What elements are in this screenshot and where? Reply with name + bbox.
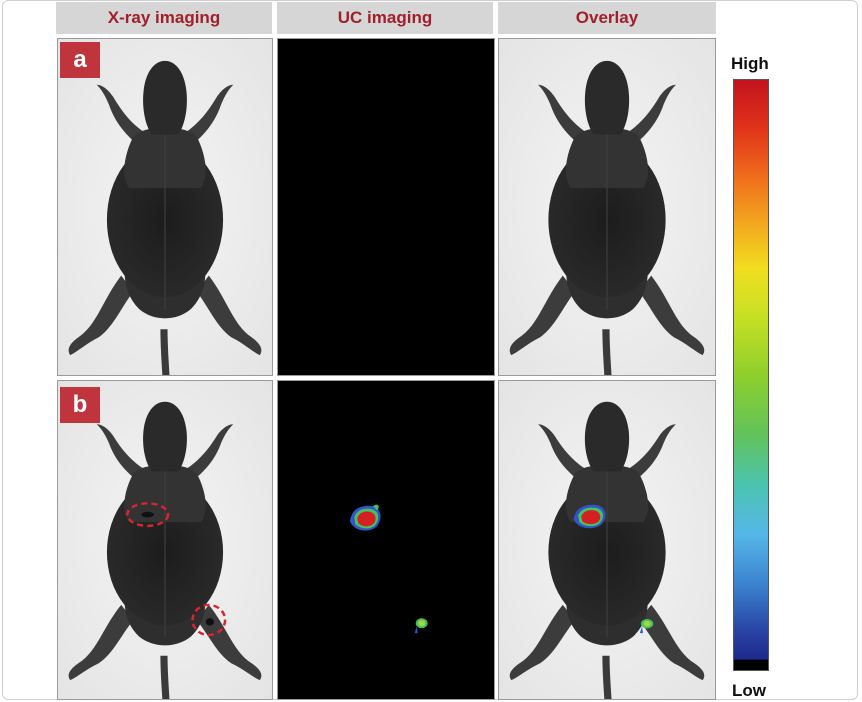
column-header-uc: UC imaging [277, 2, 493, 34]
tumor-marker-upper [126, 502, 170, 528]
uc-signal-lower [414, 618, 428, 634]
row-label-a: a [60, 42, 100, 78]
column-header-overlay: Overlay [498, 2, 716, 34]
uc-signal-upper [350, 504, 381, 531]
overlay-signal-upper [573, 504, 606, 529]
mouse-overlay-image [499, 39, 715, 375]
panel-a-xray [57, 38, 273, 376]
mouse-xray-image [58, 39, 272, 375]
panel-b-overlay [498, 380, 716, 700]
colorbar [733, 79, 769, 671]
colorbar-low-label: Low [732, 681, 766, 700]
panel-a-overlay [498, 38, 716, 376]
panel-b-xray [57, 380, 273, 700]
mouse-overlay-image [499, 381, 715, 699]
row-label-b: b [60, 387, 100, 423]
uc-signal-image [350, 504, 428, 634]
column-header-xray: X-ray imaging [56, 2, 272, 34]
colorbar-high-label: High [731, 54, 769, 73]
panel-b-uc [277, 380, 495, 700]
overlay-signal-lower [639, 619, 654, 634]
panel-a-uc [277, 38, 495, 376]
mouse-xray-image [58, 381, 272, 699]
